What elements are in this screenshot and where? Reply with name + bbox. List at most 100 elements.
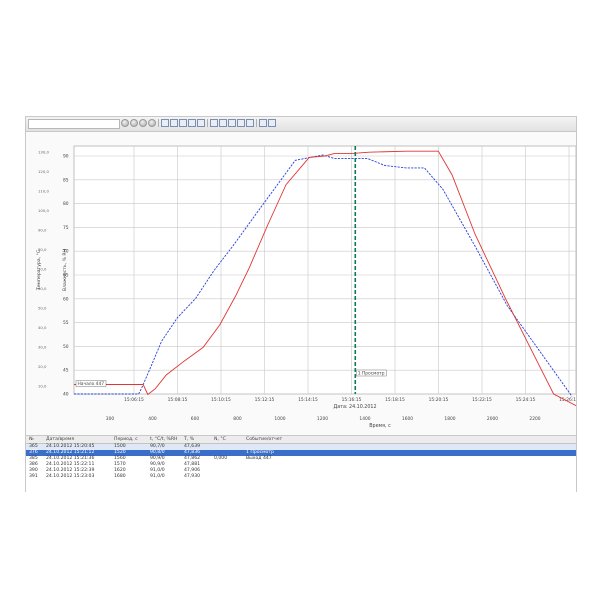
- forward-icon[interactable]: [130, 119, 138, 127]
- table-cell: 24.10.2012 15:21:12: [46, 450, 95, 455]
- cursor-marker-box: [356, 369, 387, 377]
- right-tick-label: 70,0: [38, 267, 47, 272]
- x-time-tick-label: 15:22:15: [472, 397, 492, 403]
- column-header[interactable]: t, °C/t, %RH: [150, 437, 178, 442]
- table-header: № Дата/время Период, с t, °C/t, %RH Т, % N, °…: [26, 436, 576, 444]
- table-cell: 90,8/0: [150, 450, 165, 455]
- left-tick-label: 90: [63, 154, 69, 160]
- column-header[interactable]: №: [29, 437, 34, 442]
- undo-icon[interactable]: [268, 119, 276, 127]
- left-tick-label: 65: [63, 273, 69, 279]
- table-row[interactable]: 376 24.10.2012 15:21:12 1520 90,8/0 47,836 1 …: [26, 450, 576, 456]
- left-tick-label: 50: [63, 344, 69, 350]
- column-header[interactable]: Т, %: [184, 437, 195, 442]
- table-cell: 91,0/0: [150, 468, 165, 473]
- left-tick-label: 60: [63, 296, 69, 302]
- table-row[interactable]: 386 24.10.2012 15:22:11 1570 90,9/0 47,881: [26, 462, 576, 468]
- table-cell: 47,906: [184, 468, 201, 473]
- annotation-box: [75, 380, 107, 387]
- tool-icon[interactable]: [170, 119, 178, 127]
- left-tick-label: 40: [63, 392, 69, 398]
- app-window: 40 45 50 55 60 65 70 75 80 85 90 10,0 20,0 30,0 40,0 50…: [25, 116, 577, 492]
- table-cell: 47,862: [184, 456, 201, 461]
- x-bottom-tick-label: 1200: [317, 416, 328, 422]
- table-cell: 90,9/0: [150, 462, 165, 467]
- series-2-line: [74, 150, 576, 407]
- left-tick-label: 75: [63, 225, 69, 231]
- table-row[interactable]: 390 24.10.2012 15:22:39 1620 91,0/0 47,906: [26, 468, 576, 474]
- file-combo[interactable]: [28, 119, 120, 129]
- table-cell: 24.10.2012 15:23:03: [46, 474, 95, 479]
- grid-icon[interactable]: [197, 119, 205, 127]
- left-axis-label: Температура, °C: [36, 250, 42, 291]
- x-time-tick-label: 15:12:15: [255, 397, 275, 403]
- toolbar: [26, 117, 576, 132]
- table-cell: 376: [29, 450, 38, 455]
- x-time-tick-label: 15:06:15: [124, 397, 144, 403]
- column-header[interactable]: Дата/время: [46, 437, 75, 442]
- table-row[interactable]: 385 24.10.2012 15:21:36 1560 90,9/0 47,862 0,…: [26, 456, 576, 462]
- table-cell: 385: [29, 456, 38, 461]
- x-time-tick-label: 15:26:15: [559, 397, 576, 403]
- right-tick-label: 80,0: [38, 247, 47, 252]
- left-tick-label: 55: [63, 320, 69, 326]
- x-bottom-tick-label: 800: [233, 416, 242, 422]
- column-header[interactable]: N, °C: [214, 437, 226, 442]
- pan-icon[interactable]: [246, 119, 254, 127]
- back-icon[interactable]: [121, 119, 129, 127]
- table-cell: 47,639: [184, 444, 201, 449]
- x-time-tick-label: 15:10:15: [211, 397, 231, 403]
- chart-icon[interactable]: [210, 119, 218, 127]
- chart-area[interactable]: 40 45 50 55 60 65 70 75 80 85 90 10,0 20,0 30,0 40,0 50…: [26, 132, 576, 434]
- right-tick-label: 110,0: [38, 189, 49, 194]
- table-cell: 47,836: [184, 450, 201, 455]
- right-axis-label: Влажность, % RH: [62, 249, 68, 291]
- table-cell: 91,0/0: [150, 474, 165, 479]
- x-bottom-tick-label: 2200: [529, 416, 540, 422]
- table-row[interactable]: 365 24.10.2012 15:20:45 1500 90,7/0 47,639: [26, 444, 576, 450]
- right-tick-label: 90,0: [38, 228, 47, 233]
- right-tick-label: 100,0: [38, 208, 49, 213]
- table-cell: 47,881: [184, 462, 201, 467]
- table-cell: 1570: [114, 462, 126, 467]
- x-bottom-tick-label: 400: [148, 416, 157, 422]
- table-cell: 390: [29, 468, 38, 473]
- x-bottom-tick-label: 2000: [487, 416, 498, 422]
- x-axis-label: Дата: 24.10.2012: [333, 404, 376, 410]
- zoom-fit-icon[interactable]: [237, 119, 245, 127]
- table-cell: 90,9/0: [150, 456, 165, 461]
- event-table[interactable]: № Дата/время Период, с t, °C/t, %RH Т, % N, °…: [26, 435, 576, 492]
- x-bottom-tick-label: 600: [191, 416, 200, 422]
- page-icon[interactable]: [161, 119, 169, 127]
- x-bottom-label: Время, с: [369, 423, 391, 429]
- right-tick-label: 60,0: [38, 286, 47, 291]
- x-time-tick-label: 15:18:15: [385, 397, 405, 403]
- table-row[interactable]: 391 24.10.2012 15:23:03 1680 91,0/0 47,930: [26, 474, 576, 480]
- scissors-icon[interactable]: [259, 119, 267, 127]
- right-tick-label: 120,0: [38, 169, 49, 174]
- table-cell: 24.10.2012 15:22:39: [46, 468, 95, 473]
- left-tick-label: 85: [63, 177, 69, 183]
- zoom-out-icon[interactable]: [228, 119, 236, 127]
- left-tick-label: 70: [63, 249, 69, 255]
- table-cell: 1560: [114, 456, 126, 461]
- x-time-tick-label: 15:14:15: [298, 397, 318, 403]
- x-time-tick-label: 15:08:15: [168, 397, 188, 403]
- plot-frame: [73, 145, 576, 395]
- right-tick-label: 40,0: [38, 325, 47, 330]
- x-bottom-tick-label: 1600: [402, 416, 413, 422]
- x-bottom-tick-label: 1400: [359, 416, 370, 422]
- stop-icon[interactable]: [139, 119, 147, 127]
- right-tick-label: 20,0: [38, 364, 47, 369]
- zoom-in-icon[interactable]: [219, 119, 227, 127]
- column-header[interactable]: Событие/отчет: [246, 437, 283, 442]
- right-tick-label: 10,0: [38, 384, 47, 389]
- crop-icon[interactable]: [179, 119, 187, 127]
- crosshair-icon[interactable]: [188, 119, 196, 127]
- refresh-icon[interactable]: [148, 119, 156, 127]
- table-cell: 24.10.2012 15:22:11: [46, 462, 95, 467]
- table-cell: 24.10.2012 15:20:45: [46, 444, 95, 449]
- table-cell: 1520: [114, 450, 126, 455]
- column-header[interactable]: Период, с: [114, 437, 138, 442]
- table-cell: 90,7/0: [150, 444, 165, 449]
